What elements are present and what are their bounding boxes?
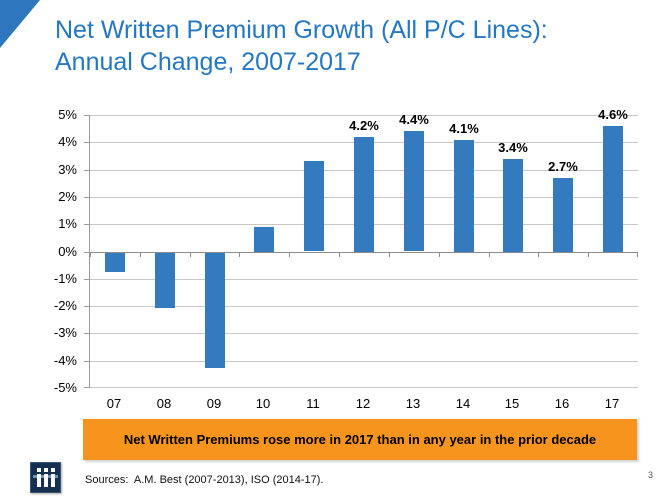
gridline xyxy=(90,279,638,280)
y-axis-label: 1% xyxy=(58,216,77,232)
x-axis-label: 10 xyxy=(255,396,271,411)
x-axis-tick xyxy=(239,252,240,257)
bar-value-label: 4.6% xyxy=(598,107,628,122)
bar xyxy=(304,161,324,251)
x-axis-label: 13 xyxy=(405,396,421,411)
logo-letter-i xyxy=(36,468,41,487)
y-axis-label: 2% xyxy=(58,188,77,204)
y-axis-label: -3% xyxy=(53,325,77,341)
bar xyxy=(603,126,623,252)
iii-logo-icon xyxy=(30,462,61,493)
x-axis-label: 17 xyxy=(604,396,620,411)
bar xyxy=(155,253,175,308)
x-axis-tick xyxy=(190,252,191,257)
x-axis-tick xyxy=(588,252,589,257)
x-axis-label: 08 xyxy=(156,396,172,411)
y-axis-tick xyxy=(84,387,89,388)
y-axis-label: -4% xyxy=(53,352,77,368)
y-axis-label: 5% xyxy=(58,107,77,122)
x-axis-tick xyxy=(389,252,390,257)
gridline xyxy=(90,333,638,334)
x-axis-label: 07 xyxy=(106,396,122,411)
bar xyxy=(354,137,374,252)
title-line-2: Annual Change, 2007-2017 xyxy=(55,48,361,76)
bar-value-label: 4.2% xyxy=(349,118,379,133)
x-axis-tick xyxy=(439,252,440,257)
gridline xyxy=(90,387,638,388)
x-axis-label: 12 xyxy=(355,396,371,411)
sources-text: Sources: A.M. Best (2007-2013), ISO (201… xyxy=(85,474,324,486)
y-axis-tick xyxy=(84,306,89,307)
bar xyxy=(454,140,474,252)
x-axis-tick xyxy=(90,252,91,257)
x-axis-tick xyxy=(637,252,638,257)
y-axis-tick xyxy=(84,224,89,225)
y-axis-tick xyxy=(84,252,89,253)
bar-value-label: 4.1% xyxy=(449,121,479,136)
logo-letter-i xyxy=(50,468,55,487)
x-axis-tick xyxy=(489,252,490,257)
y-axis-tick xyxy=(84,279,89,280)
x-axis-tick xyxy=(289,252,290,257)
gridline xyxy=(90,115,638,116)
y-axis-tick xyxy=(84,142,89,143)
bar xyxy=(503,159,523,252)
bar xyxy=(404,131,424,251)
plot-area: 4.2% 4.4% 4.1% 3.4% 2.7% 4.6% xyxy=(89,107,638,388)
y-axis-tick xyxy=(84,361,89,362)
y-axis-label: 4% xyxy=(58,134,77,150)
bar-value-label: 3.4% xyxy=(498,140,528,155)
y-axis-label: 3% xyxy=(58,161,77,177)
bar xyxy=(553,178,573,252)
gridline xyxy=(90,361,638,362)
bar xyxy=(205,253,225,368)
logo-letter-i xyxy=(43,468,48,487)
bar xyxy=(105,253,125,272)
gridline xyxy=(90,306,638,307)
x-axis-tick xyxy=(140,252,141,257)
x-axis-tick xyxy=(339,252,340,257)
callout-banner: Net Written Premiums rose more in 2017 t… xyxy=(83,419,637,460)
bar-value-label: 2.7% xyxy=(548,159,578,174)
y-axis-label: -5% xyxy=(53,380,77,395)
zero-baseline xyxy=(90,252,638,253)
x-axis-label: 15 xyxy=(504,396,520,411)
x-axis-label: 14 xyxy=(455,396,471,411)
bar xyxy=(254,227,274,252)
y-axis-tick xyxy=(84,197,89,198)
page-number: 3 xyxy=(647,470,653,480)
y-axis-label: -1% xyxy=(53,270,77,286)
x-axis-label: 11 xyxy=(306,396,320,411)
slide-title: Net Written Premium Growth (All P/C Line… xyxy=(55,14,548,78)
y-axis-tick xyxy=(84,170,89,171)
y-axis-tick xyxy=(84,333,89,334)
x-axis-tick xyxy=(538,252,539,257)
y-axis-tick xyxy=(84,115,89,116)
x-axis-label: 16 xyxy=(554,396,570,411)
callout-banner-text: Net Written Premiums rose more in 2017 t… xyxy=(123,432,597,447)
title-line-1: Net Written Premium Growth (All P/C Line… xyxy=(55,16,548,44)
x-axis-label: 09 xyxy=(206,396,222,411)
y-axis-label: -2% xyxy=(53,298,77,314)
y-axis-label: 0% xyxy=(58,243,77,259)
bar-value-label: 4.4% xyxy=(399,112,429,127)
